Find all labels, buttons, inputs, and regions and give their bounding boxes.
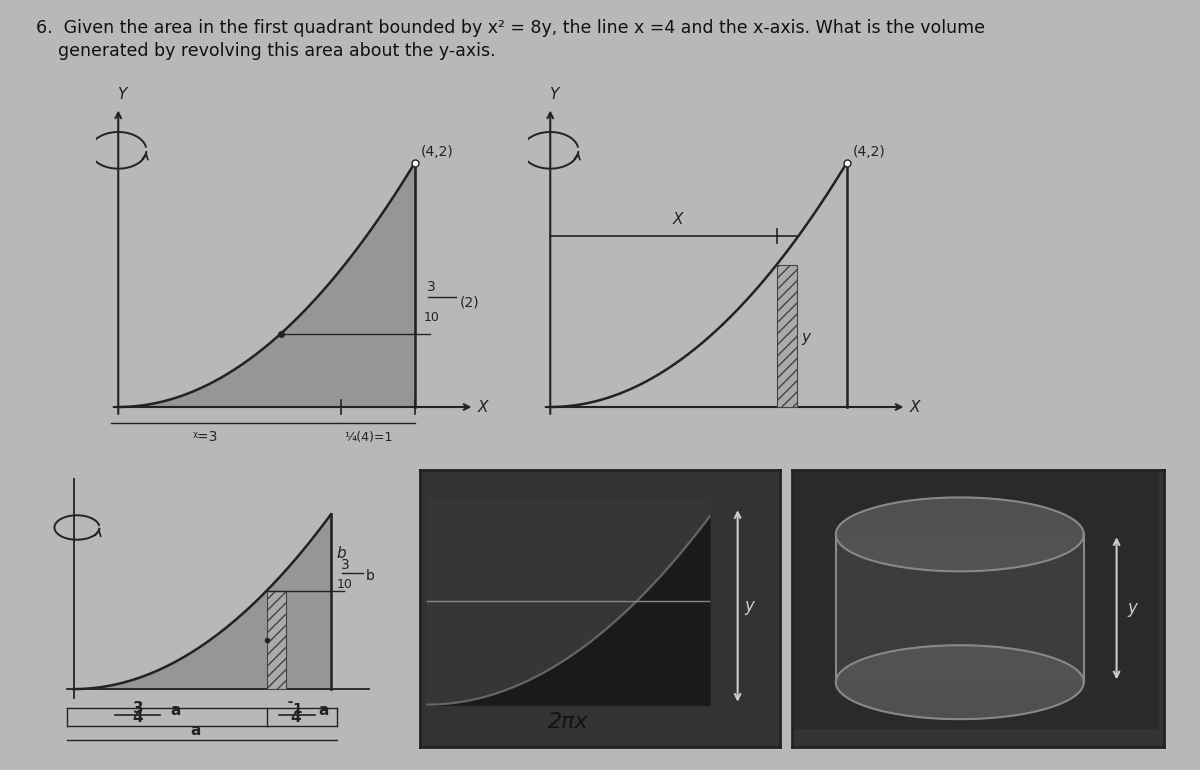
Text: X: X — [910, 400, 920, 414]
Bar — [427, 498, 709, 705]
Text: (2): (2) — [460, 296, 479, 310]
Text: a: a — [318, 703, 329, 718]
Text: b: b — [366, 569, 376, 584]
Polygon shape — [119, 162, 415, 407]
Bar — [266, 591, 286, 689]
Text: 10: 10 — [337, 578, 353, 591]
Text: y: y — [1128, 599, 1138, 618]
Text: (4,2): (4,2) — [853, 146, 886, 159]
Text: ᵡ=3: ᵡ=3 — [192, 430, 218, 444]
Polygon shape — [73, 514, 331, 689]
Text: 10: 10 — [424, 311, 439, 324]
Text: y: y — [800, 330, 810, 345]
Text: generated by revolving this area about the y-axis.: generated by revolving this area about t… — [36, 42, 496, 60]
Polygon shape — [835, 497, 1084, 571]
Text: Y: Y — [118, 87, 127, 102]
Text: (4,2): (4,2) — [421, 146, 454, 159]
Text: Y: Y — [550, 87, 559, 102]
Text: ¯1: ¯1 — [287, 701, 304, 715]
Text: 3: 3 — [133, 701, 143, 715]
Text: X: X — [673, 212, 684, 226]
Text: 3: 3 — [427, 280, 436, 294]
Text: 4: 4 — [133, 710, 143, 725]
Text: ¼(4)=1: ¼(4)=1 — [344, 431, 392, 444]
Polygon shape — [835, 645, 1084, 719]
Text: a: a — [191, 722, 202, 738]
Bar — [776, 265, 797, 407]
Text: a: a — [170, 703, 180, 718]
Text: X: X — [478, 400, 488, 414]
Text: 6.  Given the area in the first quadrant bounded by x² = 8y, the line x =4 and t: 6. Given the area in the first quadrant … — [36, 19, 985, 37]
Text: 4: 4 — [290, 710, 301, 725]
Text: y: y — [745, 597, 755, 614]
Text: b: b — [336, 546, 346, 561]
Text: 3: 3 — [341, 558, 349, 572]
Text: 2πx: 2πx — [548, 712, 588, 732]
